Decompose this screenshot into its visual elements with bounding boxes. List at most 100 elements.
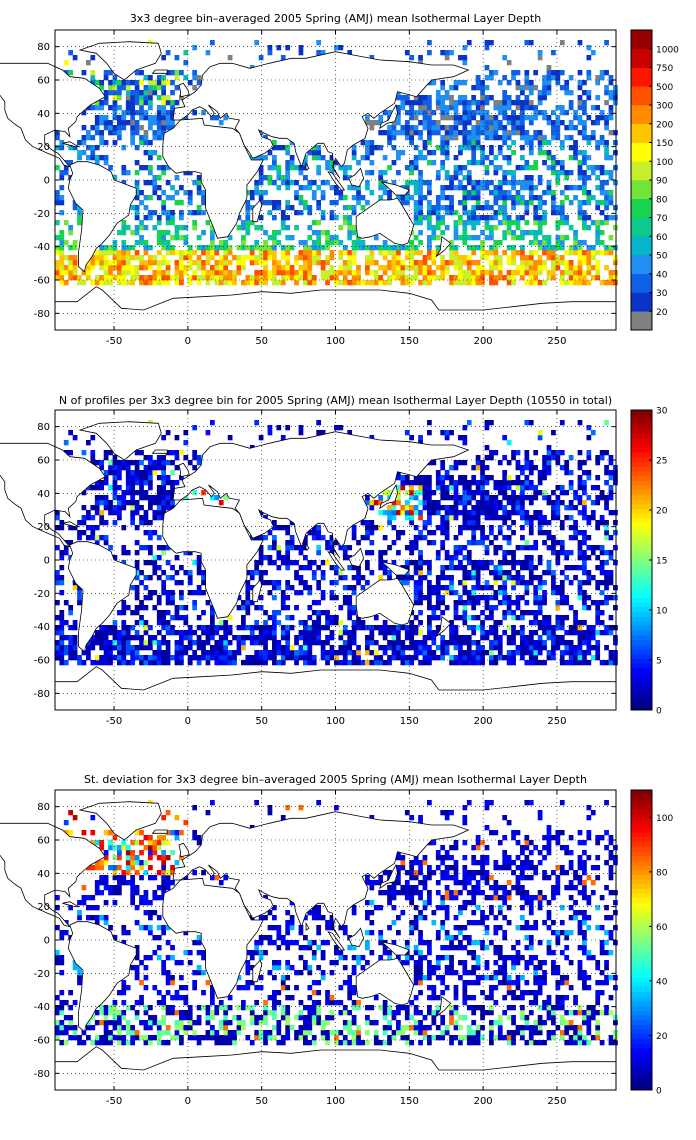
data-cell [245,190,251,196]
data-cell [72,585,78,591]
data-cell [520,260,525,266]
data-cell [187,550,193,556]
data-cell [418,630,423,636]
data-cell [440,85,446,91]
data-cell [595,620,601,626]
data-cell [537,555,543,561]
data-cell [608,470,614,476]
data-cell [325,230,330,236]
data-cell [276,145,282,151]
data-cell [59,270,65,276]
data-cell [520,120,525,126]
data-cell [564,615,570,621]
data-cell [263,280,268,286]
data-cell [174,100,180,106]
data-cell [413,650,419,656]
data-cell [422,195,428,201]
data-cell [303,660,308,666]
data-cell [59,235,65,241]
data-cell [590,485,596,491]
data-cell [471,95,477,101]
data-cell [564,80,570,86]
data-cell [316,250,322,256]
data-cell [608,235,614,241]
data-cell [427,570,432,576]
data-cell [537,95,543,101]
data-cell [72,55,78,61]
data-cell [528,150,534,156]
data-cell [573,495,578,501]
data-cell [121,505,127,511]
data-cell [404,180,410,186]
data-cell [245,275,251,281]
data-cell [577,595,583,601]
data-cell [351,565,357,571]
data-cell [608,630,614,636]
data-cell [387,575,392,581]
data-cell [458,510,463,516]
data-cell [258,595,264,601]
data-cell [227,250,233,256]
data-cell [241,600,246,606]
data-cell [267,560,273,566]
data-cell [161,485,167,491]
data-cell [528,655,534,661]
data-cell [449,625,454,631]
data-cell [444,485,450,491]
data-cell [502,190,508,196]
data-cell [360,280,366,286]
data-cell [466,40,472,46]
data-cell [117,640,122,646]
data-cell [143,195,149,201]
data-cell [551,640,556,646]
data-cell [143,280,149,286]
data-cell [280,245,286,251]
data-cell [497,485,503,491]
data-cell [329,550,335,556]
data-cell [320,195,326,201]
data-cell [506,220,512,226]
colorbar-swatch [631,508,652,514]
chart-title: N of profiles per 3x3 degree bin for 200… [59,394,612,407]
data-cell [196,245,202,251]
data-cell [121,275,127,281]
colorbar-swatch [631,677,652,683]
data-cell [506,475,512,481]
data-cell [90,260,96,266]
data-cell [577,465,583,471]
data-cell [121,170,127,176]
data-cell [254,155,260,161]
data-cell [165,245,171,251]
data-cell [143,620,149,626]
data-cell [316,535,322,541]
data-cell [537,515,543,521]
data-cell [595,220,601,226]
data-cell [263,135,268,141]
data-cell [475,235,481,241]
data-cell [103,540,109,546]
data-cell [546,275,552,281]
data-cell [604,195,609,201]
data-cell [458,480,463,486]
data-cell [435,600,441,606]
data-cell [533,230,539,236]
data-cell [564,660,570,666]
data-cell [148,95,153,101]
data-cell [568,185,574,191]
data-cell [435,605,441,611]
data-cell [347,585,353,591]
data-cell [511,70,516,76]
data-cell [183,455,189,461]
data-cell [599,115,605,121]
data-cell [440,265,446,271]
data-cell [568,485,574,491]
data-cell [559,585,565,591]
data-cell [232,655,237,661]
data-cell [582,660,587,666]
data-cell [196,180,202,186]
data-cell [489,420,494,426]
data-cell [148,155,153,161]
data-cell [462,495,468,501]
data-cell [214,270,220,276]
data-cell [143,115,149,121]
